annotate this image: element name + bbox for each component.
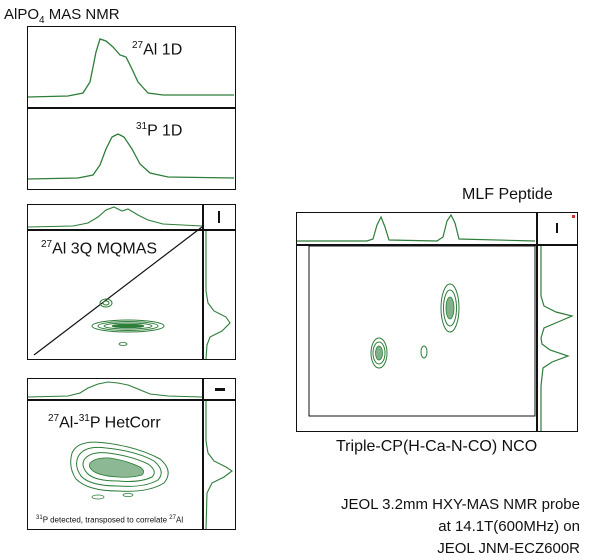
mqmas-side-projection [203,230,236,360]
hetcorr-corner-box [203,378,236,400]
mqmas-corner-box [203,204,236,230]
hetcorr-main-plot: 27Al-31P HetCorr 31P detected, transpose… [27,400,203,530]
peptide-side-trace [540,246,574,431]
peptide-corner-box [537,212,578,245]
mqmas-top-projection [27,204,203,230]
mqmas-top-trace [27,206,203,228]
al-1d-label: 27Al 1D [132,40,183,59]
mqmas-main-plot: 27Al 3Q MQMAS [27,226,203,360]
hetcorr-note: 31P detected, transposed to correlate 27… [36,515,184,525]
peptide-top-projection [296,212,537,245]
probe-info: JEOL 3.2mm HXY-MAS NMR probe at 14.1T(60… [341,494,580,560]
peptide-main-plot [296,245,537,432]
mqmas-label: 27Al 3Q MQMAS [41,239,158,258]
peptide-caption: Triple-CP(H-Ca-N-CO) NCO [336,438,538,455]
p-1d-spectrum [27,133,235,180]
al-1d-panel: 27Al 1D [27,26,236,108]
mqmas-contour-plot [33,226,203,356]
hetcorr-side-projection [203,400,236,530]
hetcorr-side-trace [205,401,233,530]
p-1d-label: 31P 1D [136,121,183,140]
peptide-title: MLF Peptide [462,186,553,203]
probe-info-line-2: at 14.1T(600MHz) on [438,518,580,535]
hetcorr-top-projection [27,378,203,400]
probe-info-line-3: JEOL JNM-ECZ600R [437,540,580,557]
hetcorr-contour-plot [70,441,169,500]
probe-info-line-1: JEOL 3.2mm HXY-MAS NMR probe [341,496,580,513]
hetcorr-top-trace [27,381,203,398]
al-1d-spectrum [27,38,234,98]
main-title: AlPO4 MAS NMR [4,6,120,26]
peptide-side-projection [537,245,578,432]
hetcorr-label: 27Al-31P HetCorr [48,413,161,432]
peptide-contour-plot [308,245,536,417]
mqmas-side-trace [205,231,231,360]
p-1d-panel: 31P 1D [27,108,236,190]
peptide-top-trace [297,213,536,242]
